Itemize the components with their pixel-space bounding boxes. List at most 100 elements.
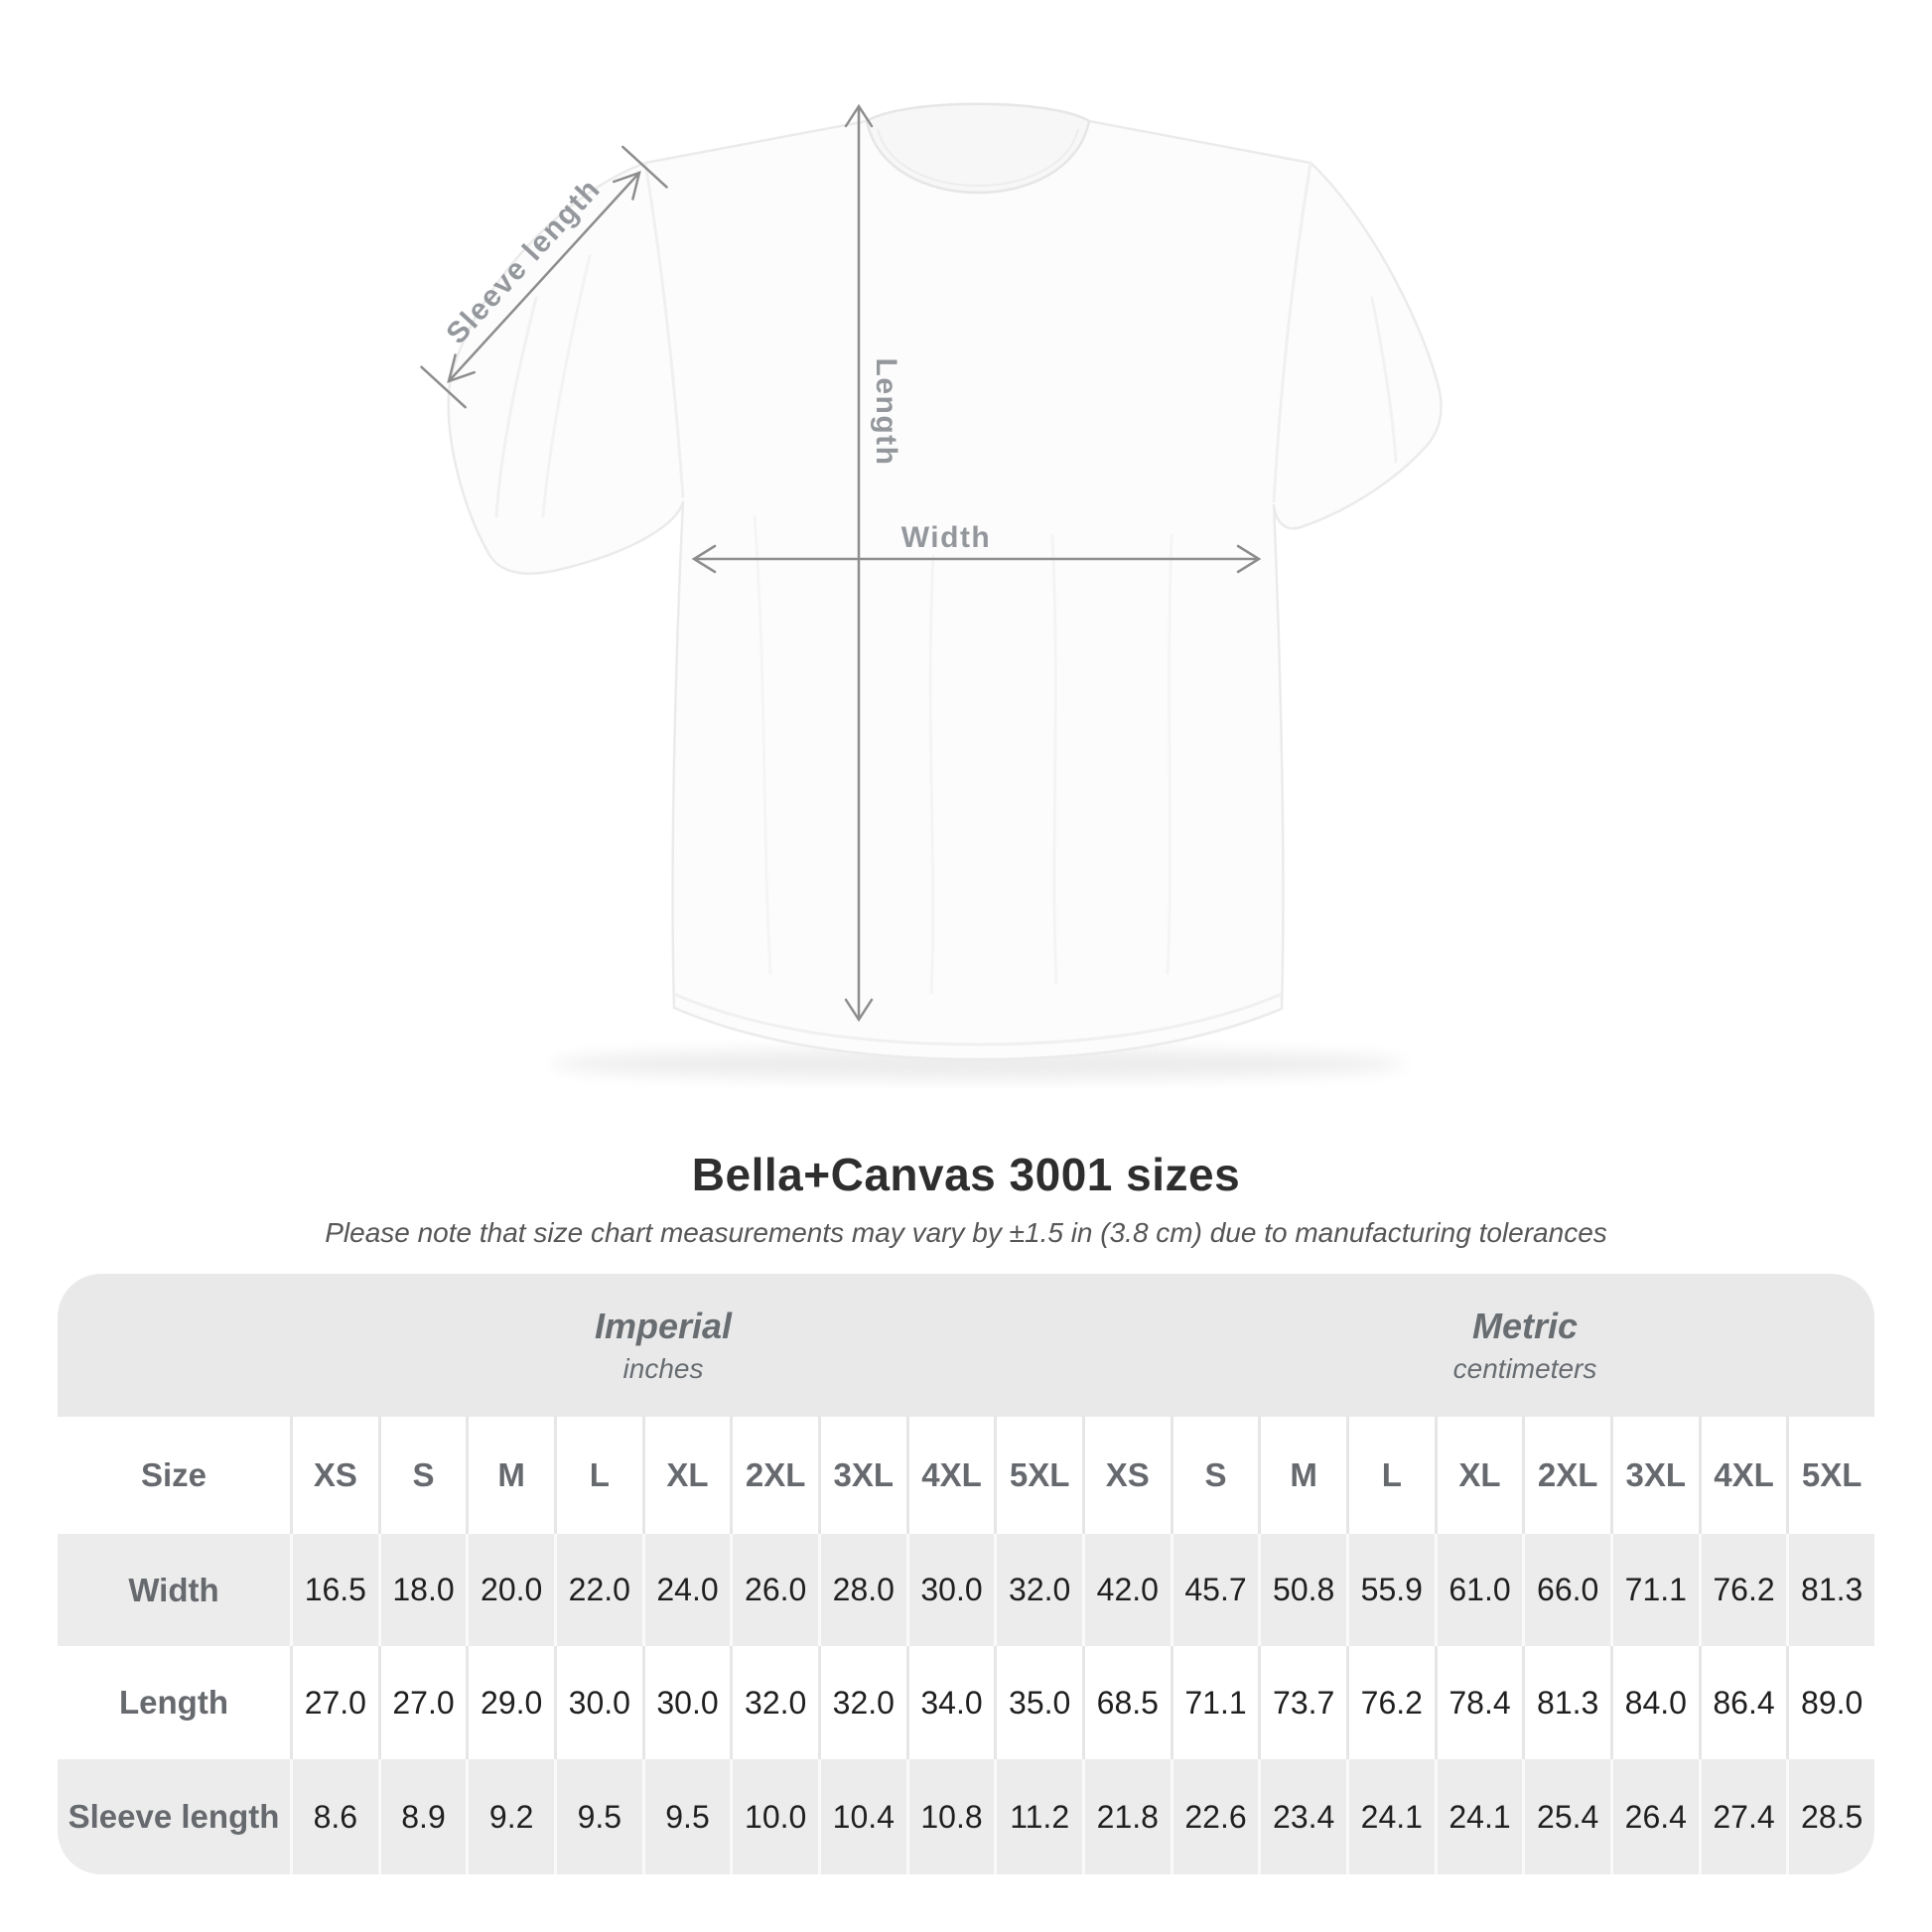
value-metric: 22.6 bbox=[1170, 1759, 1259, 1874]
value-metric: 55.9 bbox=[1345, 1534, 1435, 1646]
value-metric: 27.4 bbox=[1698, 1759, 1787, 1874]
value-metric: 23.4 bbox=[1258, 1759, 1346, 1874]
imperial-label: Imperial bbox=[594, 1306, 733, 1346]
sleeve-length-arrow bbox=[420, 145, 668, 409]
value-imperial: 11.2 bbox=[994, 1759, 1082, 1874]
value-imperial: 32.0 bbox=[730, 1646, 818, 1759]
size-column-header: Size bbox=[140, 1456, 207, 1493]
shirt-detail-lines bbox=[494, 161, 1398, 1046]
value-metric: 81.3 bbox=[1522, 1646, 1610, 1759]
value-imperial: 32.0 bbox=[817, 1646, 906, 1759]
value-metric: 21.8 bbox=[1081, 1759, 1171, 1874]
size-header-row: Size XS S M L XL 2XL 3XL 4XL 5XL XS S M L XL 2XL 3XL 4XL 5… bbox=[58, 1417, 1874, 1534]
value-imperial: 10.4 bbox=[817, 1759, 906, 1874]
value-imperial: 8.9 bbox=[377, 1759, 467, 1874]
value-metric: 50.8 bbox=[1258, 1534, 1346, 1646]
size-header-imperial: 5XL bbox=[994, 1417, 1082, 1534]
centimeters-label: centimeters bbox=[1452, 1353, 1597, 1384]
tshirt-body bbox=[447, 102, 1443, 1061]
value-imperial: 27.0 bbox=[377, 1646, 467, 1759]
value-metric: 76.2 bbox=[1698, 1534, 1787, 1646]
size-header-metric: L bbox=[1345, 1417, 1435, 1534]
value-imperial: 16.5 bbox=[290, 1534, 378, 1646]
value-imperial: 9.5 bbox=[641, 1759, 731, 1874]
value-imperial: 27.0 bbox=[290, 1646, 378, 1759]
value-metric: 71.1 bbox=[1609, 1534, 1699, 1646]
size-header-imperial: L bbox=[553, 1417, 642, 1534]
value-metric: 66.0 bbox=[1522, 1534, 1610, 1646]
imperial-header: Imperial inches bbox=[595, 1274, 732, 1417]
value-imperial: 26.0 bbox=[730, 1534, 818, 1646]
value-metric: 89.0 bbox=[1786, 1646, 1874, 1759]
value-imperial: 8.6 bbox=[290, 1759, 378, 1874]
value-imperial: 24.0 bbox=[641, 1534, 731, 1646]
size-header-imperial: 2XL bbox=[730, 1417, 818, 1534]
size-header-imperial: M bbox=[466, 1417, 554, 1534]
length-arrow bbox=[844, 103, 874, 1023]
row-label: Length bbox=[119, 1684, 228, 1721]
value-metric: 24.1 bbox=[1345, 1759, 1435, 1874]
size-header-metric: 2XL bbox=[1522, 1417, 1610, 1534]
length-label: Length bbox=[870, 358, 902, 467]
value-metric: 42.0 bbox=[1081, 1534, 1171, 1646]
size-header-metric: 5XL bbox=[1786, 1417, 1874, 1534]
value-metric: 81.3 bbox=[1786, 1534, 1874, 1646]
width-label: Width bbox=[901, 521, 992, 554]
size-header-imperial: S bbox=[377, 1417, 467, 1534]
size-header-metric: 3XL bbox=[1609, 1417, 1699, 1534]
value-imperial: 29.0 bbox=[466, 1646, 554, 1759]
value-metric: 26.4 bbox=[1609, 1759, 1699, 1874]
tshirt-measurement-diagram: Sleeve length Length Width bbox=[420, 102, 1443, 1079]
value-metric: 45.7 bbox=[1170, 1534, 1259, 1646]
value-metric: 86.4 bbox=[1698, 1646, 1787, 1759]
row-label: Width bbox=[128, 1571, 219, 1608]
value-metric: 84.0 bbox=[1609, 1646, 1699, 1759]
value-imperial: 22.0 bbox=[553, 1534, 642, 1646]
value-metric: 68.5 bbox=[1081, 1646, 1171, 1759]
value-imperial: 20.0 bbox=[466, 1534, 554, 1646]
value-imperial: 10.8 bbox=[905, 1759, 995, 1874]
size-table: Imperial inches Metric centimeters Size X… bbox=[58, 1274, 1874, 1874]
tolerance-note: Please note that size chart measurements… bbox=[325, 1217, 1607, 1248]
table-row-width: Width 16.5 18.0 20.0 22.0 24.0 26.0 28.0 30.0 32.… bbox=[58, 1534, 1874, 1646]
value-imperial: 34.0 bbox=[905, 1646, 995, 1759]
size-header-imperial: XL bbox=[641, 1417, 731, 1534]
value-metric: 71.1 bbox=[1170, 1646, 1259, 1759]
value-metric: 73.7 bbox=[1258, 1646, 1346, 1759]
size-header-metric: XL bbox=[1434, 1417, 1523, 1534]
value-metric: 25.4 bbox=[1522, 1759, 1610, 1874]
value-imperial: 35.0 bbox=[994, 1646, 1082, 1759]
shirt-shadow bbox=[551, 1049, 1405, 1079]
value-imperial: 30.0 bbox=[905, 1534, 995, 1646]
unit-header-band: Imperial inches Metric centimeters bbox=[58, 1274, 1874, 1417]
table-row-sleeve-length: Sleeve length 8.6 8.9 9.2 9.5 9.5 10.0 10.4 10.8… bbox=[58, 1759, 1874, 1874]
value-imperial: 32.0 bbox=[994, 1534, 1082, 1646]
table-body: Width 16.5 18.0 20.0 22.0 24.0 26.0 28.0 30.0 32.… bbox=[58, 1534, 1874, 1874]
value-imperial: 18.0 bbox=[377, 1534, 467, 1646]
size-header-imperial: 4XL bbox=[905, 1417, 995, 1534]
value-metric: 61.0 bbox=[1434, 1534, 1523, 1646]
width-arrow bbox=[691, 544, 1262, 574]
value-imperial: 9.2 bbox=[466, 1759, 554, 1874]
row-label: Sleeve length bbox=[68, 1798, 280, 1835]
size-header-metric: 4XL bbox=[1698, 1417, 1787, 1534]
metric-header: Metric centimeters bbox=[1453, 1274, 1597, 1417]
value-metric: 76.2 bbox=[1345, 1646, 1435, 1759]
inches-label: inches bbox=[622, 1353, 704, 1384]
page-title: Bella+Canvas 3001 sizes bbox=[691, 1149, 1241, 1200]
value-metric: 28.5 bbox=[1786, 1759, 1874, 1874]
collar bbox=[865, 102, 1091, 195]
collar-seam bbox=[877, 128, 1079, 187]
value-imperial: 28.0 bbox=[817, 1534, 906, 1646]
size-header-metric: M bbox=[1258, 1417, 1346, 1534]
value-imperial: 9.5 bbox=[553, 1759, 642, 1874]
table-row-length: Length 27.0 27.0 29.0 30.0 30.0 32.0 32.0 34.0 35… bbox=[58, 1646, 1874, 1759]
size-header-metric: XS bbox=[1081, 1417, 1171, 1534]
size-header-metric: S bbox=[1170, 1417, 1259, 1534]
metric-label: Metric bbox=[1471, 1306, 1579, 1346]
value-metric: 78.4 bbox=[1434, 1646, 1523, 1759]
value-imperial: 30.0 bbox=[553, 1646, 642, 1759]
size-header-imperial: 3XL bbox=[817, 1417, 906, 1534]
value-imperial: 10.0 bbox=[730, 1759, 818, 1874]
